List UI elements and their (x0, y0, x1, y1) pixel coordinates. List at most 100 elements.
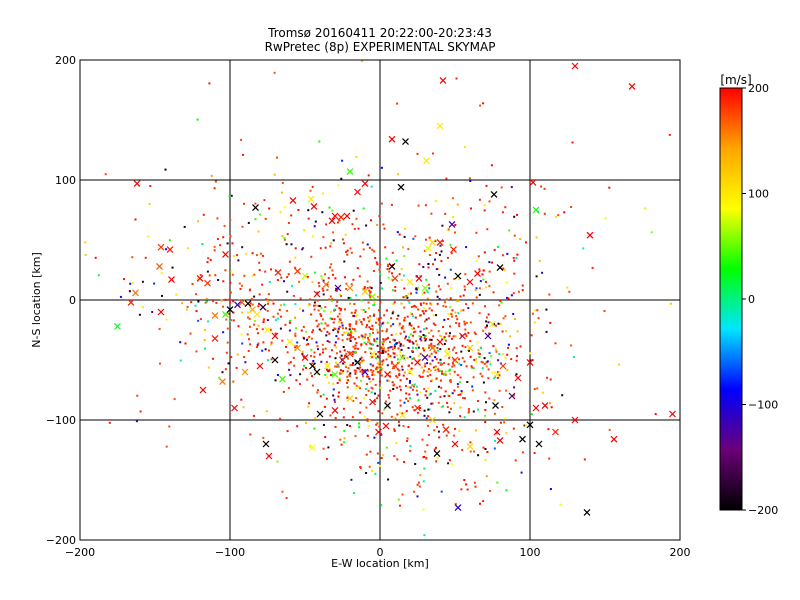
data-dot (335, 289, 338, 292)
data-dot (438, 253, 441, 256)
data-dot (604, 217, 607, 220)
data-dot (286, 290, 289, 293)
data-dot (541, 271, 544, 274)
data-cross (532, 206, 540, 214)
data-dot (360, 379, 362, 382)
data-dot (554, 342, 557, 345)
data-dot (97, 274, 100, 277)
data-dot (317, 281, 320, 284)
data-dot (330, 263, 333, 266)
data-dot (348, 323, 351, 326)
data-dot (502, 267, 505, 270)
data-dot (549, 488, 552, 490)
data-dot (370, 391, 373, 394)
data-dot (478, 353, 481, 355)
data-dot (309, 298, 312, 301)
data-dot (355, 384, 358, 387)
data-dot (328, 341, 331, 343)
data-dot (276, 312, 279, 315)
data-dot (501, 211, 504, 214)
data-dot (391, 278, 394, 281)
data-dot (357, 385, 360, 388)
data-dot (403, 287, 406, 290)
data-dot (449, 268, 452, 271)
data-dot (519, 238, 522, 240)
data-dot (368, 420, 371, 422)
data-dot (355, 376, 358, 379)
data-dot (411, 328, 414, 331)
data-dot (374, 257, 377, 259)
data-dot (341, 339, 344, 342)
data-dot (349, 334, 352, 336)
data-dot (411, 358, 414, 360)
data-dot (381, 322, 384, 325)
data-dot (325, 223, 328, 226)
data-dot (460, 390, 463, 393)
data-dot (428, 346, 430, 349)
data-dot (228, 195, 231, 198)
data-dot (381, 329, 384, 332)
data-dot (351, 416, 354, 419)
data-dot (489, 363, 492, 366)
data-dot (352, 362, 355, 365)
data-dot (355, 294, 358, 297)
data-dot (501, 254, 504, 257)
data-dot (374, 340, 377, 343)
data-dot (507, 297, 510, 300)
data-dot (471, 366, 474, 369)
data-dot (419, 302, 422, 305)
data-cross (259, 303, 267, 311)
data-dot (206, 261, 209, 264)
data-dot (379, 263, 382, 266)
data-dot (354, 311, 357, 314)
data-dot (423, 409, 426, 412)
data-dot (422, 371, 424, 374)
data-dot (437, 430, 440, 433)
data-cross (436, 122, 444, 130)
data-dot (394, 286, 397, 288)
data-dot (485, 401, 487, 404)
data-dot (329, 295, 332, 298)
data-dot (348, 351, 351, 354)
data-dot (484, 305, 486, 308)
data-dot (485, 320, 488, 323)
data-dot (295, 345, 298, 348)
data-dot (422, 302, 425, 305)
data-cross (322, 280, 330, 288)
data-dot (369, 380, 372, 383)
data-dot (317, 389, 319, 392)
data-dot (463, 320, 466, 323)
data-dot (279, 327, 282, 330)
data-dot (228, 298, 231, 301)
data-dot (424, 365, 427, 368)
data-dot (395, 342, 398, 345)
data-dot (171, 266, 174, 269)
data-dot (489, 490, 492, 492)
data-dot (258, 269, 261, 272)
data-dot (480, 360, 483, 363)
data-dot (381, 287, 383, 290)
data-dot (317, 348, 319, 351)
data-dot (396, 376, 399, 379)
data-dot (379, 272, 382, 275)
data-dot (493, 447, 496, 450)
data-dot (397, 420, 400, 423)
data-dot (540, 185, 543, 188)
data-dot (482, 278, 485, 281)
data-dot (423, 456, 426, 458)
data-dot (485, 361, 488, 364)
data-dot (475, 296, 478, 299)
data-dot (488, 270, 491, 273)
data-dot (380, 352, 383, 355)
data-dot (478, 268, 481, 271)
data-dot (360, 361, 363, 364)
data-cross (226, 306, 234, 314)
data-dot (458, 358, 461, 361)
data-dot (415, 347, 417, 350)
data-dot (384, 350, 387, 353)
data-dot (363, 341, 366, 344)
data-dot (346, 396, 349, 399)
data-dot (392, 323, 395, 326)
data-dot (248, 325, 251, 328)
data-dot (482, 446, 485, 449)
